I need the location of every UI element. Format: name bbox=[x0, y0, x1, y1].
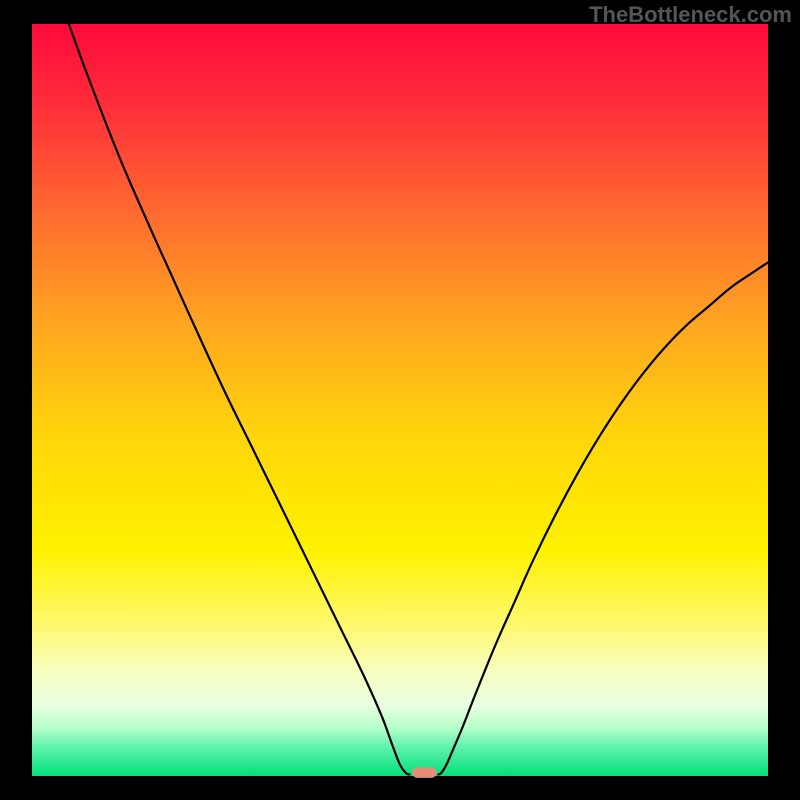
attribution-label: TheBottleneck.com bbox=[589, 2, 792, 28]
chart-stage: TheBottleneck.com bbox=[0, 0, 800, 800]
plot-area bbox=[32, 24, 768, 776]
bottleneck-marker bbox=[412, 767, 436, 778]
chart-svg bbox=[0, 0, 800, 800]
